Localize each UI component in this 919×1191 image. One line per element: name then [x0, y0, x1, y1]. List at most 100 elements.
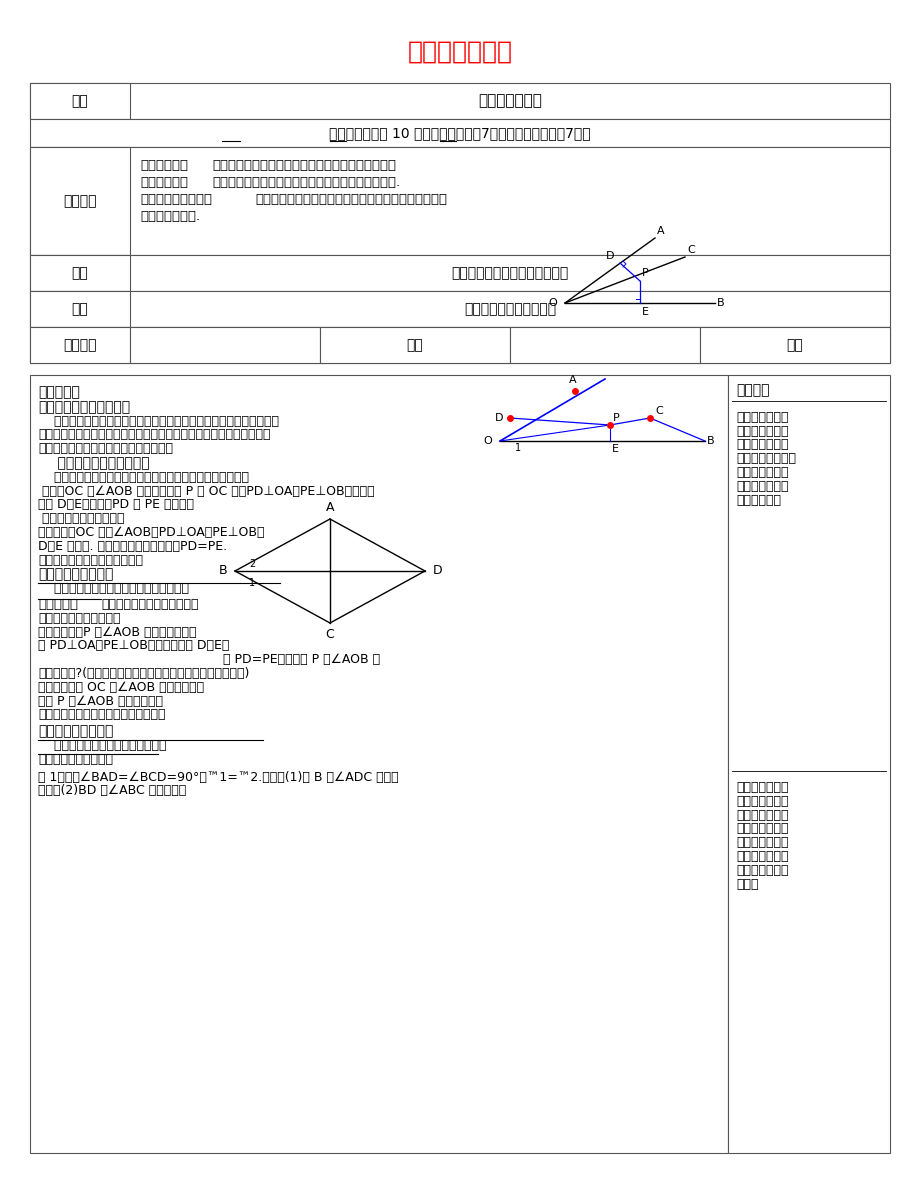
- Text: C: C: [654, 406, 662, 416]
- Bar: [30, 83, 889, 119]
- Text: E: E: [611, 444, 618, 454]
- Text: D: D: [605, 251, 613, 261]
- Text: 角的内部到角的两边距离相等的点: 角的内部到角的两边距离相等的点: [38, 738, 166, 752]
- Text: 年叫形全等的角: 年叫形全等的角: [735, 480, 788, 493]
- Text: 于是我们得角的平分线的性质：: 于是我们得角的平分线的性质：: [38, 554, 142, 567]
- Text: 我们学习了线段: 我们学习了线段: [735, 411, 788, 424]
- Text: 2: 2: [249, 559, 255, 569]
- Text: 教学过程：: 教学过程：: [38, 385, 80, 399]
- Text: 二、互动学习、验证定理: 二、互动学习、验证定理: [38, 456, 150, 470]
- Text: 1: 1: [249, 578, 255, 588]
- Text: P: P: [612, 413, 619, 423]
- Bar: [130, 328, 320, 363]
- Bar: [30, 375, 727, 1153]
- Text: 知识与技能：: 知识与技能：: [140, 160, 187, 172]
- Text: D、E 为垂足. 由已知事项推出的事项：PD=PE.: D、E 为垂足. 由已知事项推出的事项：PD=PE.: [38, 540, 227, 553]
- Text: C: C: [325, 628, 334, 641]
- Bar: [30, 146, 889, 255]
- Text: D: D: [433, 565, 442, 578]
- Text: A: A: [656, 226, 664, 236]
- Text: 已知：OC 是∠AOB 的平分线，点 P 在 OC 上，PD⊥OA，PE⊥OB，垂足分: 已知：OC 是∠AOB 的平分线，点 P 在 OC 上，PD⊥OA，PE⊥OB，…: [38, 485, 374, 498]
- Bar: [30, 291, 889, 328]
- Text: P: P: [641, 268, 648, 278]
- Text: 角平分线的性质即已知角的平分线，能推出什么样的结论？: 角平分线的性质即已知角的平分线，能推出什么样的结论？: [38, 470, 249, 484]
- Bar: [509, 328, 699, 363]
- Text: 角平分线判定定理：: 角平分线判定定理：: [38, 724, 113, 738]
- Text: 在这个角的平分线上。: 在这个角的平分线上。: [38, 753, 113, 766]
- Text: 完成。: 完成。: [735, 878, 757, 891]
- Bar: [30, 119, 889, 146]
- Text: 重点: 重点: [72, 266, 88, 280]
- Bar: [30, 291, 130, 328]
- Text: 过程与方法：: 过程与方法：: [140, 176, 187, 189]
- Text: 三角形全等的证: 三角形全等的证: [735, 823, 788, 835]
- Text: 角平分线的性质: 角平分线的性质: [478, 94, 541, 108]
- Text: 提出问题：: 提出问题：: [38, 598, 78, 611]
- Text: 若 PD=PE，那么点 P 在∠AOB 的: 若 PD=PE，那么点 P 在∠AOB 的: [222, 653, 380, 666]
- Bar: [30, 255, 130, 291]
- Text: 拿出课前准备好的折纸与剪刀，剪一个角，把剪好的角对折，使角的: 拿出课前准备好的折纸与剪刀，剪一个角，把剪好的角对折，使角的: [38, 414, 278, 428]
- Text: 候运用对称的知: 候运用对称的知: [735, 438, 788, 451]
- Text: 1: 1: [515, 443, 520, 453]
- Text: 即点 P 在∠AOB 的平分线上。: 即点 P 在∠AOB 的平分线上。: [38, 694, 163, 707]
- Text: 明，对于学生来: 明，对于学生来: [735, 836, 788, 849]
- Text: 那么到角的两边距离相等的点: 那么到角的两边距离相等的点: [101, 598, 199, 611]
- Text: 课型: 课型: [406, 338, 423, 353]
- Text: 度给予证明。: 度给予证明。: [735, 493, 780, 506]
- Text: 例 1，如图∠BAD=∠BCD=90°，™1=™2.求证：(1)点 B 在∠ADC 的平分: 例 1，如图∠BAD=∠BCD=90°，™1=™2.求证：(1)点 B 在∠AD…: [38, 771, 398, 784]
- Text: 已知：如图，P 是∠AOB 内部任意一点，: 已知：如图，P 是∠AOB 内部任意一点，: [38, 625, 197, 638]
- Text: 个案修改: 个案修改: [735, 384, 768, 397]
- Text: 激发学生的几何思维，启迪他们的灵感，使学生体会到: 激发学生的几何思维，启迪他们的灵感，使学生体会到: [255, 193, 447, 206]
- Text: 角平分线性质定理：: 角平分线性质定理：: [38, 567, 113, 581]
- Text: 经历探究角的平分线的性质的过程，领会其应用方法.: 经历探究角的平分线的性质的过程，领会其应用方法.: [211, 176, 400, 189]
- Text: O: O: [482, 436, 492, 445]
- Text: 通过证明得出 OC 为∠AOB 的角平分线。: 通过证明得出 OC 为∠AOB 的角平分线。: [38, 681, 204, 694]
- Text: 说比较简单，应: 说比较简单，应: [735, 850, 788, 863]
- Bar: [320, 328, 509, 363]
- Text: 我们也可以从三: 我们也可以从三: [735, 466, 788, 479]
- Text: 难点: 难点: [72, 303, 88, 316]
- Text: 平分线上吗?(提示：运用三角形全等的判定公理的推论来证明): 平分线上吗?(提示：运用三角形全等的判定公理的推论来证明): [38, 667, 249, 680]
- Text: O: O: [548, 298, 556, 308]
- Text: 定理及其逆定理: 定理及其逆定理: [735, 794, 788, 807]
- Text: 放手让学生独立: 放手让学生独立: [735, 863, 788, 877]
- Text: 一次，然后把纸片展开，又看到了什么？: 一次，然后把纸片展开，又看到了什么？: [38, 442, 173, 455]
- Text: 领会角的平分线的两个互逆定理: 领会角的平分线的两个互逆定理: [451, 266, 568, 280]
- Text: 角平分线的性质: 角平分线的性质: [407, 40, 512, 64]
- Text: 两边叠合在一起，再把纸片展开，看到了什么？把对折的纸片再任意折: 两边叠合在一起，再把纸片展开，看到了什么？把对折的纸片再任意折: [38, 429, 270, 442]
- Text: 角平分线上的点到角的两边的距离相等。: 角平分线上的点到角的两边的距离相等。: [38, 582, 188, 596]
- Text: 让学生通过作图直观地理解角平分线的两个互逆定理: 让学生通过作图直观地理解角平分线的两个互逆定理: [211, 160, 395, 172]
- Text: 本课（章节）需 10 课时，本节课为第7课时，为本学期总第7课时: 本课（章节）需 10 课时，本节课为第7课时，为本学期总第7课时: [329, 126, 590, 141]
- Bar: [30, 146, 130, 255]
- Bar: [30, 83, 130, 119]
- Text: 线上；(2)BD 是∠ABC 的平分线。: 线上；(2)BD 是∠ABC 的平分线。: [38, 785, 186, 798]
- Text: 情感态度与价值观：: 情感态度与价值观：: [140, 193, 211, 206]
- Text: E: E: [641, 307, 648, 317]
- Text: 角平分线的性质: 角平分线的性质: [735, 781, 788, 794]
- Text: 两个互逆定理的实际应用: 两个互逆定理的实际应用: [463, 303, 555, 316]
- Bar: [727, 375, 889, 1153]
- Text: 已知事项：OC 平分∠AOB，PD⊥OA，PE⊥OB，: 已知事项：OC 平分∠AOB，PD⊥OA，PE⊥OB，: [38, 526, 265, 540]
- Text: A: A: [325, 501, 334, 515]
- Text: 是否在角的平分线上呢？: 是否在角的平分线上呢？: [38, 612, 120, 625]
- Text: 垂直平分线的时: 垂直平分线的时: [735, 425, 788, 437]
- Text: 课题: 课题: [72, 94, 88, 108]
- Text: 作 PD⊥OA，PE⊥OB，垂足分别为 D、E。: 作 PD⊥OA，PE⊥OB，垂足分别为 D、E。: [38, 640, 229, 653]
- Bar: [699, 328, 889, 363]
- Text: 识证明这一性质，: 识证明这一性质，: [735, 453, 795, 466]
- Text: 于是我们得了角的平分线的判定定理。: 于是我们得了角的平分线的判定定理。: [38, 709, 165, 722]
- Bar: [30, 328, 889, 363]
- Text: （学生自己证明、归纳）: （学生自己证明、归纳）: [38, 512, 124, 525]
- Text: 教学方法: 教学方法: [63, 338, 96, 353]
- Text: B: B: [706, 436, 714, 445]
- Text: A: A: [569, 375, 576, 385]
- Text: B: B: [716, 298, 724, 308]
- Text: D: D: [494, 413, 503, 423]
- Text: 一、创设情境、引入课题: 一、创设情境、引入课题: [38, 400, 130, 413]
- Bar: [30, 255, 889, 291]
- Text: 几何的真正魅力.: 几何的真正魅力.: [140, 210, 200, 223]
- Text: 别是 D、E，试问：PD 与 PE 相等吗？: 别是 D、E，试问：PD 与 PE 相等吗？: [38, 498, 194, 511]
- Text: B: B: [218, 565, 227, 578]
- Text: 的证明主要涉及: 的证明主要涉及: [735, 809, 788, 822]
- Text: 教学目标: 教学目标: [63, 194, 96, 208]
